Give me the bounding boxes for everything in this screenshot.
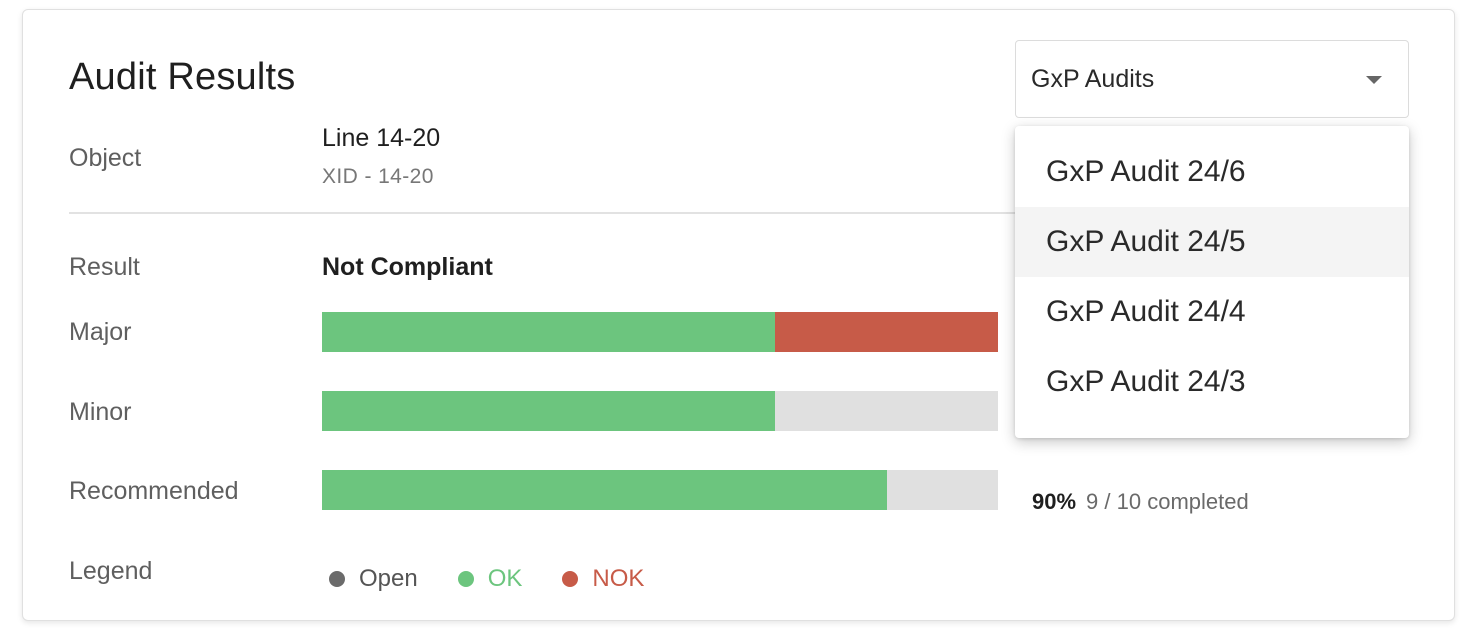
legend-item-nok: NOK: [562, 565, 644, 593]
recommended-progress-bar: [322, 470, 998, 510]
audit-select[interactable]: GxP Audits: [1015, 40, 1409, 118]
result-value: Not Compliant: [322, 253, 493, 281]
ok-dot-icon: [457, 571, 474, 587]
minor-progress-bar: [322, 391, 998, 431]
audit-results-card: Audit Results GxP Audits Object Line 14-…: [22, 9, 1455, 621]
object-name: Line 14-20: [322, 124, 441, 152]
audit-select-value: GxP Audits: [1031, 65, 1155, 93]
major-label: Major: [69, 318, 132, 346]
menu-item-gxp-audit-24-3[interactable]: GxP Audit 24/3: [1046, 365, 1246, 398]
legend-item-ok: OK: [457, 565, 523, 593]
recommended-label: Recommended: [69, 477, 239, 505]
audit-dropdown-menu: GxP Audit 24/6 GxP Audit 24/5 GxP Audit …: [1015, 126, 1409, 438]
result-label: Result: [69, 253, 140, 281]
recommended-stat: 90% 9 / 10 completed: [1032, 489, 1249, 515]
recommended-completed-text: 9 / 10 completed: [1086, 489, 1249, 514]
recommended-ok-segment: [322, 470, 888, 510]
minor-label: Minor: [69, 398, 132, 426]
open-dot-icon: [329, 571, 345, 587]
legend-nok-label: NOK: [592, 565, 645, 592]
legend-open-label: Open: [359, 565, 418, 592]
menu-item-gxp-audit-24-4[interactable]: GxP Audit 24/4: [1046, 295, 1246, 328]
legend-label: Legend: [69, 557, 153, 585]
menu-item-gxp-audit-24-6[interactable]: GxP Audit 24/6: [1046, 155, 1246, 188]
divider: [69, 212, 1409, 214]
minor-ok-segment: [322, 391, 775, 431]
object-id: XID - 14-20: [322, 165, 434, 188]
recommended-percent: 90%: [1032, 489, 1077, 514]
object-label: Object: [69, 144, 142, 172]
major-ok-segment: [322, 312, 775, 352]
menu-item-gxp-audit-24-5[interactable]: GxP Audit 24/5: [1015, 207, 1409, 277]
legend-ok-label: OK: [487, 565, 523, 592]
major-progress-bar: [322, 312, 998, 352]
chevron-down-icon: [1366, 76, 1382, 84]
page-title: Audit Results: [69, 56, 296, 98]
legend: Open OK NOK: [329, 565, 684, 593]
major-nok-segment: [774, 312, 998, 352]
legend-item-open: Open: [329, 565, 418, 593]
nok-dot-icon: [562, 571, 579, 587]
